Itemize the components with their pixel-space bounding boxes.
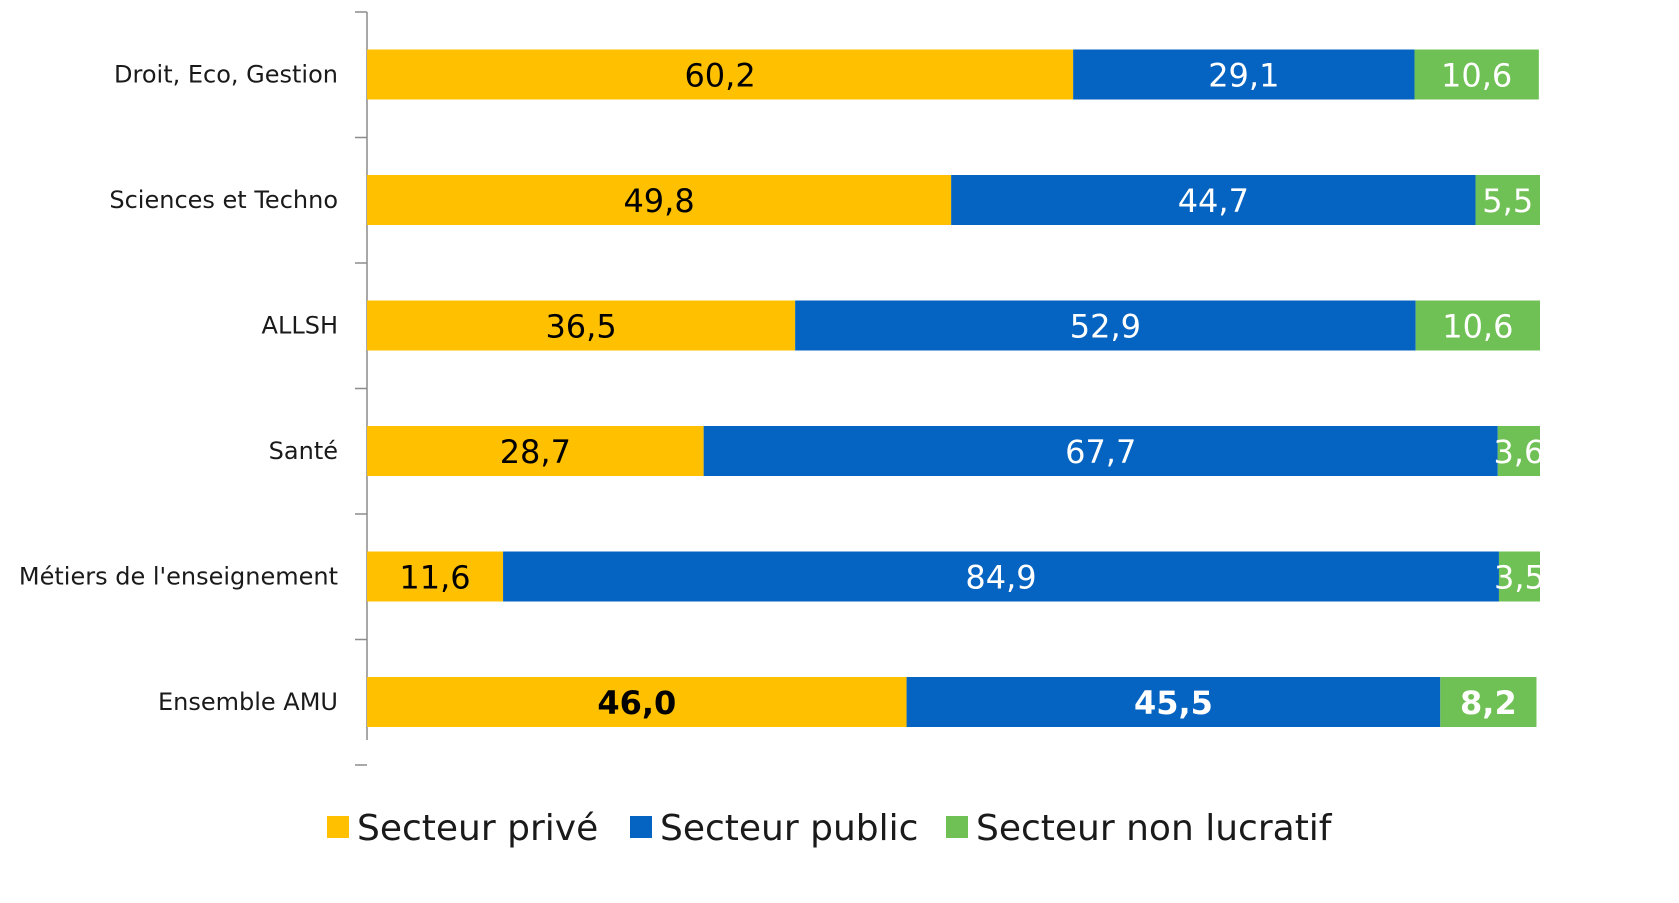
- data-label-secteur-prive-metiers-de-l-enseignement: 11,6: [399, 559, 470, 597]
- bar-secteur-non-lucratif-ensemble-amu: [1440, 677, 1537, 727]
- bar-secteur-prive-ensemble-amu: [367, 677, 907, 727]
- data-label-secteur-prive-allsh: 36,5: [545, 308, 616, 346]
- category-label-sante: Santé: [269, 437, 338, 465]
- category-label-allsh: ALLSH: [262, 312, 338, 340]
- bar-secteur-non-lucratif-sciences-et-techno: [1475, 175, 1540, 225]
- legend-swatch-secteur-non-lucratif: [946, 816, 968, 838]
- bar-secteur-prive-metiers-de-l-enseignement: [367, 551, 504, 602]
- data-label-secteur-public-allsh: 52,9: [1070, 308, 1141, 346]
- data-label-secteur-prive-sciences-et-techno: 49,8: [623, 182, 694, 220]
- bars-group: 60,2 29,1 10,6 49,8 44,7 5,5 36,5 52,9 10,6 28,7 6…: [367, 49, 1545, 727]
- bar-secteur-non-lucratif-allsh: [1415, 300, 1540, 351]
- data-label-secteur-prive-ensemble-amu: 46,0: [597, 684, 676, 722]
- data-label-secteur-non-lucratif-metiers-de-l-enseignement: 3,5: [1494, 559, 1545, 597]
- legend-swatch-secteur-public: [630, 816, 652, 838]
- data-label-secteur-public-metiers-de-l-enseignement: 84,9: [965, 559, 1036, 597]
- data-label-secteur-public-sciences-et-techno: 44,7: [1178, 182, 1249, 220]
- bar-secteur-prive-allsh: [367, 300, 796, 351]
- bar-secteur-prive-sante: [367, 426, 704, 476]
- legend-label-secteur-prive: Secteur privé: [357, 808, 598, 849]
- bar-secteur-non-lucratif-droit-eco-gestion: [1414, 49, 1539, 100]
- legend-label-secteur-public: Secteur public: [660, 808, 918, 849]
- data-label-secteur-prive-droit-eco-gestion: 60,2: [684, 57, 755, 95]
- bar-secteur-non-lucratif-sante: [1497, 426, 1540, 476]
- data-label-secteur-prive-sante: 28,7: [500, 433, 571, 471]
- legend-label-secteur-non-lucratif: Secteur non lucratif: [976, 808, 1333, 849]
- bar-secteur-public-allsh: [795, 300, 1416, 351]
- category-label-ensemble-amu: Ensemble AMU: [158, 688, 338, 716]
- data-label-secteur-non-lucratif-sante: 3,6: [1493, 433, 1544, 471]
- legend: Secteur privé Secteur public Secteur non l…: [327, 808, 1333, 849]
- bar-secteur-public-sante: [703, 426, 1498, 476]
- data-label-secteur-non-lucratif-sciences-et-techno: 5,5: [1482, 182, 1533, 220]
- data-label-secteur-non-lucratif-ensemble-amu: 8,2: [1460, 684, 1517, 722]
- data-label-secteur-public-ensemble-amu: 45,5: [1134, 684, 1213, 722]
- legend-swatch-secteur-prive: [327, 816, 349, 838]
- bar-secteur-prive-sciences-et-techno: [367, 175, 952, 225]
- data-label-secteur-non-lucratif-allsh: 10,6: [1442, 308, 1513, 346]
- bar-secteur-public-metiers-de-l-enseignement: [503, 551, 1499, 602]
- category-label-sciences-et-techno: Sciences et Techno: [109, 186, 338, 214]
- y-axis: [355, 11, 368, 766]
- bar-secteur-prive-droit-eco-gestion: [367, 49, 1074, 100]
- data-label-secteur-public-droit-eco-gestion: 29,1: [1208, 57, 1279, 95]
- data-label-secteur-public-sante: 67,7: [1065, 433, 1136, 471]
- data-label-secteur-non-lucratif-droit-eco-gestion: 10,6: [1441, 57, 1512, 95]
- category-label-metiers-de-l-enseignement: Métiers de l'enseignement: [19, 563, 338, 591]
- bar-secteur-public-sciences-et-techno: [951, 175, 1476, 225]
- bar-secteur-non-lucratif-metiers-de-l-enseignement: [1498, 551, 1540, 602]
- category-label-droit-eco-gestion: Droit, Eco, Gestion: [114, 61, 338, 89]
- bar-secteur-public-droit-eco-gestion: [1073, 49, 1415, 100]
- bar-secteur-public-ensemble-amu: [906, 677, 1441, 727]
- category-labels: Droit, Eco, Gestion Sciences et Techno ALL…: [19, 61, 338, 717]
